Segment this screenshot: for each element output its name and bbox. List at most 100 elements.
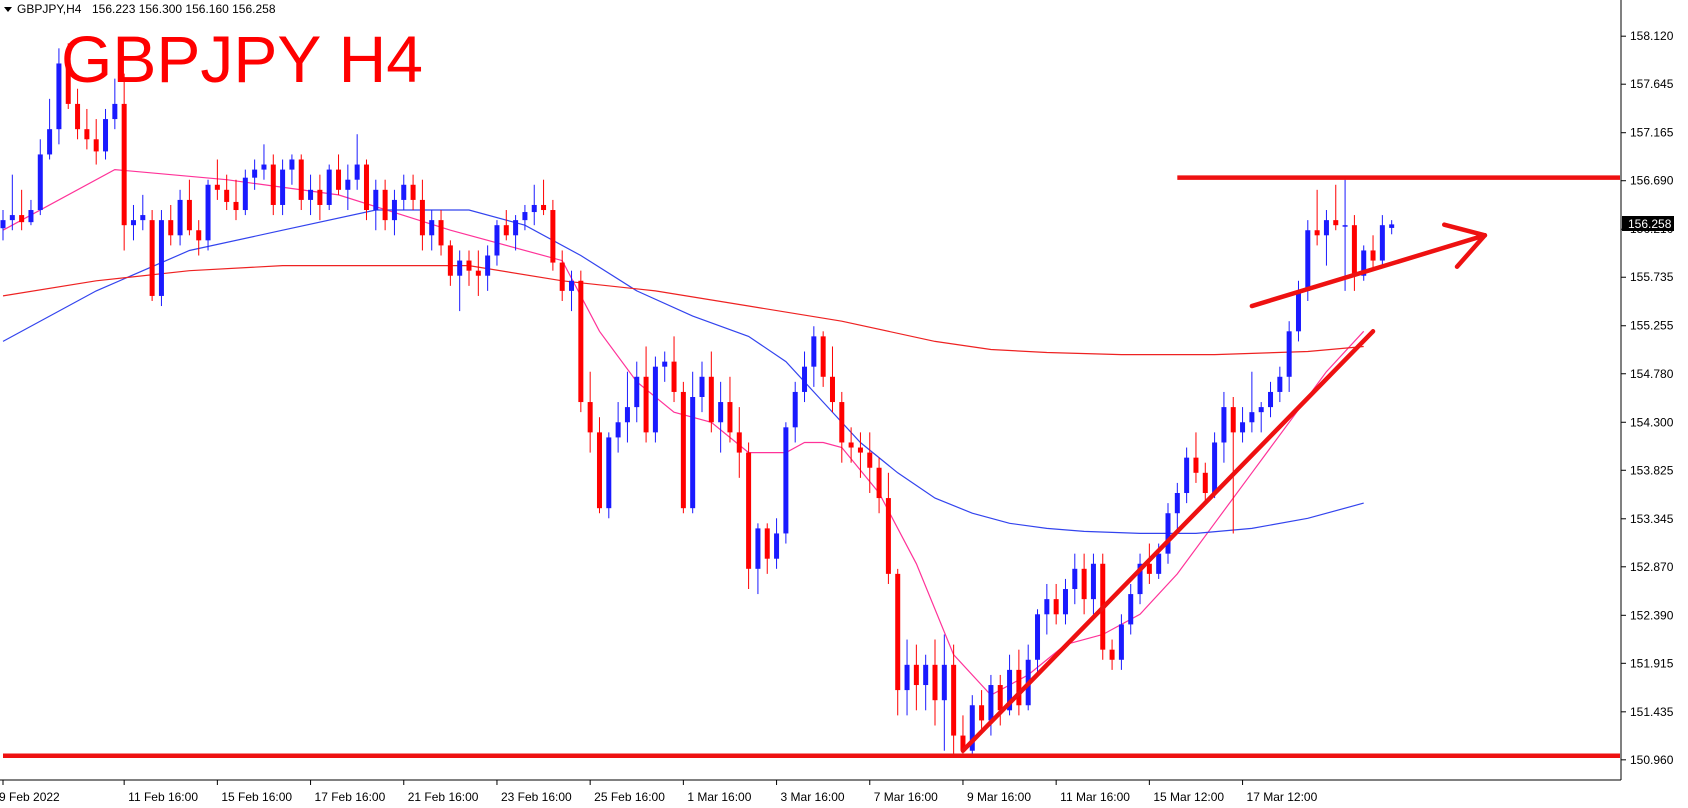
time-tick: 1 Mar 16:00 bbox=[682, 780, 752, 804]
candle bbox=[65, 43, 71, 109]
candle-body bbox=[47, 129, 53, 155]
candle-body bbox=[550, 210, 556, 263]
candle bbox=[363, 159, 369, 221]
candle-body bbox=[671, 361, 677, 392]
candle bbox=[792, 381, 798, 443]
candle bbox=[1128, 583, 1134, 635]
candle-body bbox=[382, 189, 388, 221]
candle-body bbox=[345, 179, 351, 190]
time-tick-label: 17 Mar 12:00 bbox=[1247, 790, 1318, 804]
candle bbox=[941, 634, 947, 751]
candle bbox=[37, 139, 43, 216]
candle-body bbox=[103, 119, 109, 152]
price-tick-label: 154.780 bbox=[1630, 367, 1674, 381]
price-tick: 155.735 bbox=[1621, 270, 1674, 284]
time-tick-label: 11 Mar 16:00 bbox=[1060, 790, 1130, 804]
candle-body bbox=[419, 199, 425, 236]
time-tick: 9 Feb 2022 bbox=[0, 780, 60, 804]
candle bbox=[196, 220, 202, 256]
candle-body bbox=[1277, 376, 1283, 392]
candle-body bbox=[270, 164, 276, 205]
candle bbox=[121, 73, 127, 251]
candle bbox=[447, 240, 453, 286]
chart-menu-triangle-icon[interactable] bbox=[4, 7, 12, 12]
time-tick: 17 Mar 12:00 bbox=[1242, 780, 1318, 804]
candle-body bbox=[317, 189, 323, 205]
time-tick-label: 17 Feb 16:00 bbox=[315, 790, 386, 804]
candle-body bbox=[708, 376, 714, 423]
candle bbox=[261, 144, 267, 180]
candle bbox=[354, 134, 360, 190]
candle bbox=[755, 523, 761, 595]
time-tick-label: 15 Mar 12:00 bbox=[1153, 790, 1224, 804]
candle bbox=[541, 179, 547, 216]
candle bbox=[559, 250, 565, 301]
candle bbox=[1221, 391, 1227, 463]
candle-body bbox=[1379, 225, 1385, 261]
candle-body bbox=[140, 215, 146, 221]
price-tick: 152.390 bbox=[1621, 608, 1674, 622]
candle-body bbox=[774, 533, 780, 559]
candle-body bbox=[0, 220, 6, 229]
candle-body bbox=[941, 664, 947, 701]
candle-body bbox=[792, 391, 798, 428]
time-tick: 23 Feb 16:00 bbox=[496, 780, 572, 804]
candle bbox=[75, 88, 81, 140]
candle bbox=[289, 154, 295, 185]
price-tick-label: 155.735 bbox=[1630, 270, 1674, 284]
candle bbox=[252, 159, 258, 190]
time-tick-label: 15 Feb 16:00 bbox=[221, 790, 292, 804]
candle bbox=[969, 695, 975, 756]
candle-body bbox=[1193, 457, 1199, 473]
candle bbox=[345, 164, 351, 211]
candle-body bbox=[718, 402, 724, 423]
candle-body bbox=[1174, 493, 1180, 514]
candle bbox=[1249, 371, 1255, 433]
candle bbox=[19, 189, 25, 231]
candle-body bbox=[75, 103, 81, 130]
candle-body bbox=[1361, 250, 1367, 276]
time-tick: 15 Feb 16:00 bbox=[216, 780, 292, 804]
candle-body bbox=[839, 402, 845, 443]
candle-body bbox=[857, 447, 863, 453]
candle bbox=[186, 179, 192, 236]
time-tick-label: 9 Feb 2022 bbox=[0, 790, 60, 804]
candle bbox=[1361, 245, 1367, 281]
candle-body bbox=[1109, 649, 1115, 660]
candle-body bbox=[1062, 589, 1068, 615]
candle bbox=[1109, 639, 1115, 670]
price-tick: 158.120 bbox=[1621, 29, 1674, 43]
candle bbox=[410, 174, 416, 211]
candle bbox=[0, 210, 6, 241]
candle bbox=[857, 432, 863, 478]
trend-arrow[interactable] bbox=[1249, 222, 1488, 309]
candle bbox=[1240, 407, 1246, 443]
candle-body bbox=[158, 220, 164, 296]
candle bbox=[913, 644, 919, 711]
candle bbox=[168, 204, 174, 246]
candle-body bbox=[811, 336, 817, 367]
candle bbox=[624, 371, 630, 443]
candle bbox=[1146, 543, 1152, 584]
time-tick: 11 Feb 16:00 bbox=[123, 780, 198, 804]
candle-body bbox=[578, 280, 584, 403]
candle bbox=[1016, 649, 1022, 716]
symbol-label: GBPJPY,H4 bbox=[17, 2, 82, 16]
trendline[interactable] bbox=[960, 329, 1376, 753]
candle bbox=[401, 174, 407, 211]
candle-body bbox=[1221, 407, 1227, 443]
candle-body bbox=[531, 204, 537, 213]
candle-body bbox=[9, 215, 15, 221]
candle-body bbox=[895, 573, 901, 691]
candle-body bbox=[1016, 669, 1022, 706]
candle bbox=[671, 336, 677, 403]
candle bbox=[550, 199, 556, 271]
candle-body bbox=[252, 169, 258, 178]
candle-body bbox=[19, 215, 25, 223]
candle bbox=[587, 371, 593, 453]
candle-body bbox=[298, 159, 304, 200]
current-price-tag: 156.258 bbox=[1622, 216, 1674, 231]
time-tick-label: 7 Mar 16:00 bbox=[874, 790, 938, 804]
candle bbox=[1268, 381, 1274, 418]
